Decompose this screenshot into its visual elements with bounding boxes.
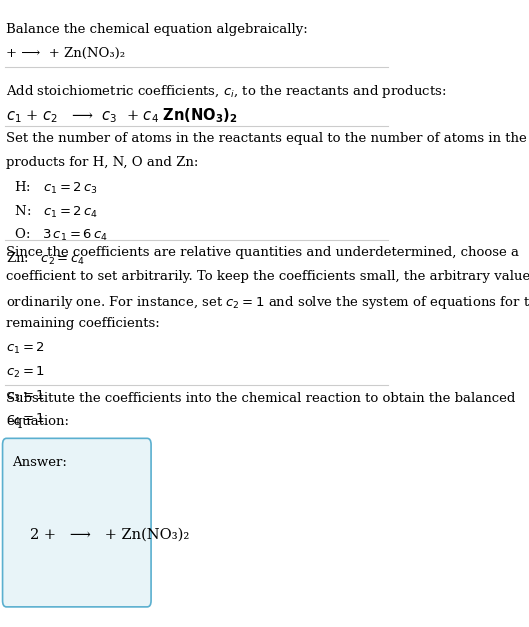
Text: H:   $c_1 = 2\,c_3$: H: $c_1 = 2\,c_3$ bbox=[6, 180, 98, 196]
Text: Substitute the coefficients into the chemical reaction to obtain the balanced: Substitute the coefficients into the che… bbox=[6, 391, 516, 404]
Text: N:   $c_1 = 2\,c_4$: N: $c_1 = 2\,c_4$ bbox=[6, 204, 98, 219]
Text: O:   $3\,c_1 = 6\,c_4$: O: $3\,c_1 = 6\,c_4$ bbox=[6, 228, 108, 243]
Text: Answer:: Answer: bbox=[12, 456, 67, 469]
Text: Since the coefficients are relative quantities and underdetermined, choose a: Since the coefficients are relative quan… bbox=[6, 246, 519, 259]
Text: $c_1$ + $c_2$   ⟶  $c_3$  + $c_4$ $\mathbf{Zn(NO_3)_2}$: $c_1$ + $c_2$ ⟶ $c_3$ + $c_4$ $\mathbf{Z… bbox=[6, 106, 238, 125]
Text: coefficient to set arbitrarily. To keep the coefficients small, the arbitrary va: coefficient to set arbitrarily. To keep … bbox=[6, 270, 529, 283]
Text: Set the number of atoms in the reactants equal to the number of atoms in the: Set the number of atoms in the reactants… bbox=[6, 132, 527, 145]
Text: ordinarily one. For instance, set $c_2 = 1$ and solve the system of equations fo: ordinarily one. For instance, set $c_2 =… bbox=[6, 293, 529, 310]
Text: $c_4 = 1$: $c_4 = 1$ bbox=[6, 412, 45, 427]
Text: $c_2 = 1$: $c_2 = 1$ bbox=[6, 365, 45, 380]
Text: Add stoichiometric coefficients, $c_i$, to the reactants and products:: Add stoichiometric coefficients, $c_i$, … bbox=[6, 83, 447, 100]
Text: + ⟶  + Zn(NO₃)₂: + ⟶ + Zn(NO₃)₂ bbox=[6, 47, 125, 60]
Text: Zn:   $c_2 = c_4$: Zn: $c_2 = c_4$ bbox=[6, 251, 86, 267]
Text: equation:: equation: bbox=[6, 415, 69, 428]
Text: $c_1 = 2$: $c_1 = 2$ bbox=[6, 341, 45, 356]
Text: 2 +   ⟶   + Zn(NO₃)₂: 2 + ⟶ + Zn(NO₃)₂ bbox=[30, 528, 189, 542]
Text: $c_3 = 1$: $c_3 = 1$ bbox=[6, 388, 45, 404]
Text: remaining coefficients:: remaining coefficients: bbox=[6, 317, 160, 330]
FancyBboxPatch shape bbox=[3, 438, 151, 607]
Text: products for H, N, O and Zn:: products for H, N, O and Zn: bbox=[6, 156, 199, 169]
Text: Balance the chemical equation algebraically:: Balance the chemical equation algebraica… bbox=[6, 23, 308, 36]
